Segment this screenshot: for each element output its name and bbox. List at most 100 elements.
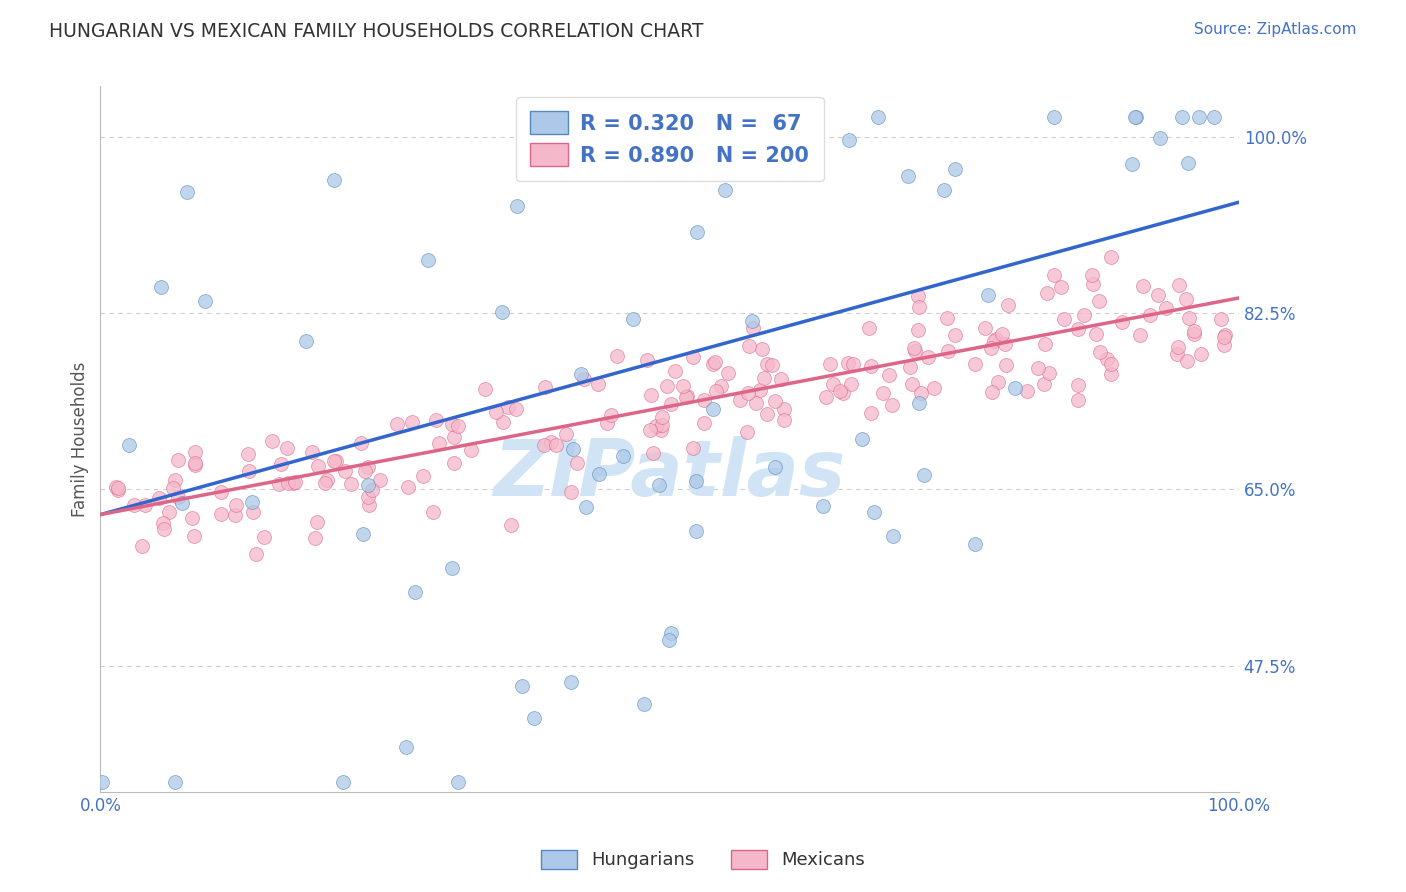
Point xyxy=(491,305,513,319)
Point xyxy=(588,467,610,482)
Point xyxy=(980,341,1002,355)
Point xyxy=(533,380,555,394)
Point xyxy=(325,454,347,468)
Point xyxy=(728,393,751,408)
Point xyxy=(838,133,860,147)
Point xyxy=(1209,312,1232,326)
Point xyxy=(907,289,929,303)
Point xyxy=(823,376,845,391)
Point xyxy=(172,496,194,510)
Point xyxy=(460,443,482,458)
Point xyxy=(165,474,187,488)
Point xyxy=(1125,110,1147,124)
Point xyxy=(1212,338,1234,352)
Point xyxy=(650,423,672,437)
Point xyxy=(713,183,735,197)
Point xyxy=(640,388,662,402)
Point xyxy=(1090,345,1112,359)
Point xyxy=(693,392,716,407)
Point xyxy=(651,410,673,425)
Point xyxy=(686,225,709,239)
Point xyxy=(1053,311,1076,326)
Point xyxy=(671,379,693,393)
Point xyxy=(443,456,465,470)
Point xyxy=(152,516,174,530)
Point xyxy=(907,301,929,315)
Point xyxy=(877,368,900,382)
Point xyxy=(811,499,834,513)
Point xyxy=(565,456,588,470)
Point xyxy=(1085,326,1108,341)
Point xyxy=(638,423,661,437)
Point xyxy=(305,515,328,529)
Point xyxy=(360,483,382,497)
Point xyxy=(418,252,440,267)
Point xyxy=(994,337,1017,351)
Point xyxy=(1073,308,1095,322)
Point xyxy=(443,429,465,443)
Text: ZIPatlas: ZIPatlas xyxy=(494,436,845,512)
Point xyxy=(1043,268,1066,282)
Point xyxy=(122,499,145,513)
Point xyxy=(898,359,921,374)
Point xyxy=(176,185,198,199)
Point xyxy=(710,378,733,392)
Point xyxy=(973,321,995,335)
Point xyxy=(963,357,986,371)
Point xyxy=(441,417,464,431)
Point xyxy=(908,396,931,410)
Point xyxy=(387,417,409,431)
Point xyxy=(513,110,536,124)
Point xyxy=(107,483,129,498)
Point xyxy=(510,679,533,693)
Point xyxy=(1166,347,1188,361)
Point xyxy=(165,774,187,789)
Text: Source: ZipAtlas.com: Source: ZipAtlas.com xyxy=(1194,22,1357,37)
Point xyxy=(315,473,337,487)
Point xyxy=(717,366,740,380)
Point xyxy=(224,508,246,522)
Point xyxy=(134,498,156,512)
Point xyxy=(104,480,127,494)
Point xyxy=(596,416,619,430)
Point xyxy=(194,294,217,309)
Point xyxy=(633,697,655,711)
Point xyxy=(600,409,623,423)
Point xyxy=(682,351,704,365)
Point xyxy=(1188,110,1211,124)
Point xyxy=(1174,292,1197,306)
Point xyxy=(540,434,562,449)
Point xyxy=(474,382,496,396)
Point xyxy=(166,491,188,505)
Point xyxy=(1067,322,1090,336)
Point xyxy=(270,457,292,471)
Point xyxy=(368,474,391,488)
Point xyxy=(612,449,634,463)
Point xyxy=(1182,324,1205,338)
Point xyxy=(225,498,247,512)
Point xyxy=(932,183,955,197)
Point xyxy=(987,375,1010,389)
Point xyxy=(149,280,172,294)
Point xyxy=(685,474,707,488)
Point xyxy=(682,441,704,455)
Point xyxy=(693,417,716,431)
Point xyxy=(735,425,758,440)
Point xyxy=(560,485,582,500)
Point xyxy=(332,774,354,789)
Text: HUNGARIAN VS MEXICAN FAMILY HOUSEHOLDS CORRELATION CHART: HUNGARIAN VS MEXICAN FAMILY HOUSEHOLDS C… xyxy=(49,22,704,41)
Point xyxy=(748,383,770,397)
Point xyxy=(560,675,582,690)
Point xyxy=(907,323,929,337)
Point xyxy=(644,419,666,434)
Point xyxy=(1167,340,1189,354)
Point xyxy=(1099,367,1122,381)
Point xyxy=(1132,278,1154,293)
Point xyxy=(427,436,450,450)
Point xyxy=(307,459,329,474)
Point xyxy=(904,344,927,359)
Point xyxy=(983,334,1005,348)
Point xyxy=(357,460,380,475)
Point xyxy=(184,456,207,470)
Point xyxy=(859,406,882,420)
